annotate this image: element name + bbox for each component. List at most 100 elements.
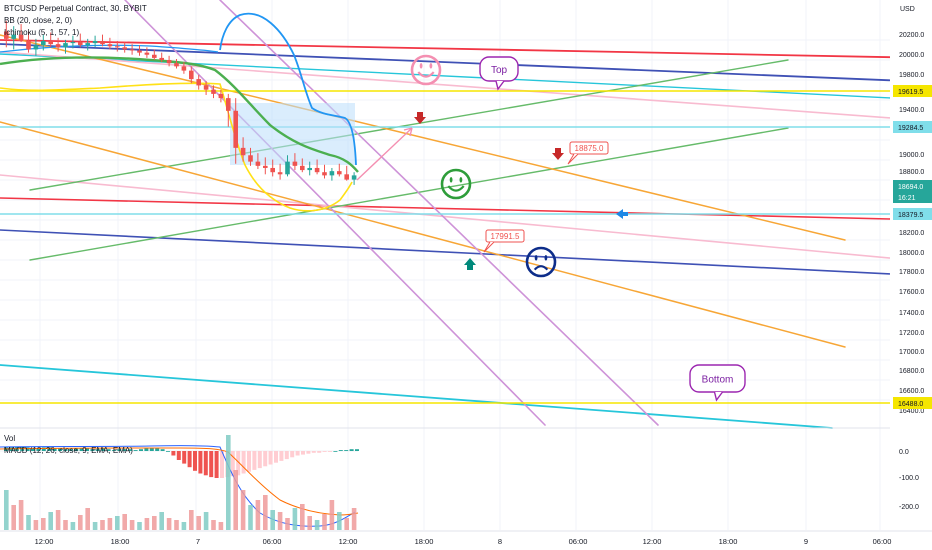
candle[interactable]	[166, 60, 172, 64]
price-tick: 18200.0	[899, 230, 924, 237]
macd-legend[interactable]: MACD (12, 26, close, 9, EMA, EMA)	[4, 446, 133, 455]
candle[interactable]	[107, 44, 113, 47]
candle[interactable]	[189, 70, 194, 80]
candle[interactable]	[233, 110, 238, 148]
candle[interactable]	[240, 147, 246, 156]
price-label-box	[569, 141, 609, 155]
macd-histogram-bar	[36, 448, 41, 451]
callout-bottom[interactable]: Bottom	[689, 364, 746, 402]
candle[interactable]	[263, 165, 268, 168]
vol-legend[interactable]: Vol	[4, 434, 16, 443]
drawing-layer	[0, 0, 932, 429]
volume-bar	[129, 520, 135, 530]
candle[interactable]	[78, 42, 83, 46]
macd-histogram-bar	[338, 450, 343, 451]
macd-histogram-bar	[25, 447, 30, 451]
candle[interactable]	[33, 45, 39, 50]
candle[interactable]	[211, 89, 216, 94]
macd-histogram-bar	[344, 450, 349, 451]
badge-countdown	[893, 192, 932, 203]
bb-legend[interactable]: BB (20, close, 2, 0)	[4, 16, 73, 25]
price-label-18875-text: 18875.0	[575, 144, 604, 153]
candle[interactable]	[344, 174, 349, 180]
candle[interactable]	[122, 47, 127, 50]
candle[interactable]	[203, 85, 209, 90]
badge-18379-text: 18379.5	[898, 212, 923, 219]
candle[interactable]	[337, 171, 342, 175]
time-tick: 12:00	[35, 537, 54, 546]
time-tick: 06:00	[569, 537, 588, 546]
macd-histogram-bar	[171, 451, 176, 456]
smiley-mid	[440, 168, 472, 200]
candle[interactable]	[329, 171, 335, 176]
macd-histogram-bar	[63, 449, 68, 451]
badge-current-price-text: 18694.0	[898, 184, 923, 191]
candle[interactable]	[270, 167, 275, 173]
candle[interactable]	[70, 42, 76, 44]
candle[interactable]	[129, 49, 135, 51]
candle[interactable]	[92, 40, 98, 44]
macd-histogram-bar	[155, 448, 160, 451]
candle[interactable]	[196, 79, 201, 86]
candle[interactable]	[18, 34, 24, 41]
macd-histogram-bar	[90, 449, 95, 451]
badge-16488-text: 16488.0	[898, 401, 923, 408]
candle[interactable]	[41, 40, 46, 46]
candle[interactable]	[248, 155, 253, 162]
candle[interactable]	[152, 54, 157, 58]
candle[interactable]	[300, 165, 305, 171]
candle[interactable]	[85, 43, 90, 46]
candle[interactable]	[4, 31, 9, 39]
time-axis[interactable]: 12:00 18:00 7 06:00 12:00 18:00 8 06:00 12:00 18:…	[0, 530, 932, 546]
ichimoku-legend[interactable]: Ichimoku (5, 1, 57, 1)	[4, 28, 80, 37]
candle-series[interactable]	[4, 20, 357, 185]
candle[interactable]	[292, 161, 298, 166]
volume-bar	[55, 510, 61, 530]
candle[interactable]	[48, 40, 53, 45]
candle[interactable]	[285, 161, 290, 175]
candle[interactable]	[137, 50, 142, 53]
candle[interactable]	[351, 175, 357, 180]
candle[interactable]	[100, 40, 105, 45]
callout-top[interactable]: Top	[479, 56, 519, 91]
candle[interactable]	[277, 172, 283, 175]
price-axis[interactable]: 20200.0 20000.0 19800.0 19400.0 19000.0 18800…	[890, 0, 932, 530]
badge-19284	[893, 121, 932, 133]
candle[interactable]	[226, 98, 231, 111]
volume-bar	[285, 518, 290, 530]
candle[interactable]	[63, 43, 68, 48]
candle[interactable]	[115, 46, 120, 48]
macd-histogram-bar	[301, 451, 305, 455]
smiley-eye	[534, 254, 538, 261]
candle[interactable]	[144, 52, 150, 55]
trendline-orange-upper	[0, 34, 846, 241]
price-tick: 16400.0	[899, 408, 924, 415]
candle[interactable]	[174, 63, 179, 67]
candle[interactable]	[26, 40, 31, 50]
smiley-face	[440, 168, 472, 200]
price-tick: 17800.0	[899, 269, 924, 276]
trendline-cyan-lower	[0, 364, 833, 429]
candle[interactable]	[307, 167, 312, 171]
candle[interactable]	[218, 93, 224, 99]
candle[interactable]	[255, 161, 261, 166]
badge-countdown-text: 16:21	[898, 195, 916, 202]
macd-histogram-bar	[139, 449, 143, 451]
macd-histogram-bar	[47, 447, 52, 451]
volume-bar	[85, 508, 90, 530]
volume-bar	[255, 500, 261, 530]
macd-volume-pane[interactable]	[0, 427, 932, 530]
candle[interactable]	[159, 57, 164, 61]
price-label-tail	[483, 241, 495, 253]
macd-histogram-bar	[160, 449, 165, 451]
trendline-red-lower	[0, 197, 932, 221]
candle[interactable]	[322, 172, 327, 176]
candle[interactable]	[181, 66, 187, 71]
candle[interactable]	[314, 167, 320, 173]
smiley-eye	[429, 63, 433, 69]
symbol-title[interactable]: BTCUSD Perpetual Contract, 30, BYBIT	[4, 4, 147, 13]
candle[interactable]	[11, 34, 16, 39]
badge-18379	[893, 208, 932, 220]
candle[interactable]	[55, 44, 61, 48]
